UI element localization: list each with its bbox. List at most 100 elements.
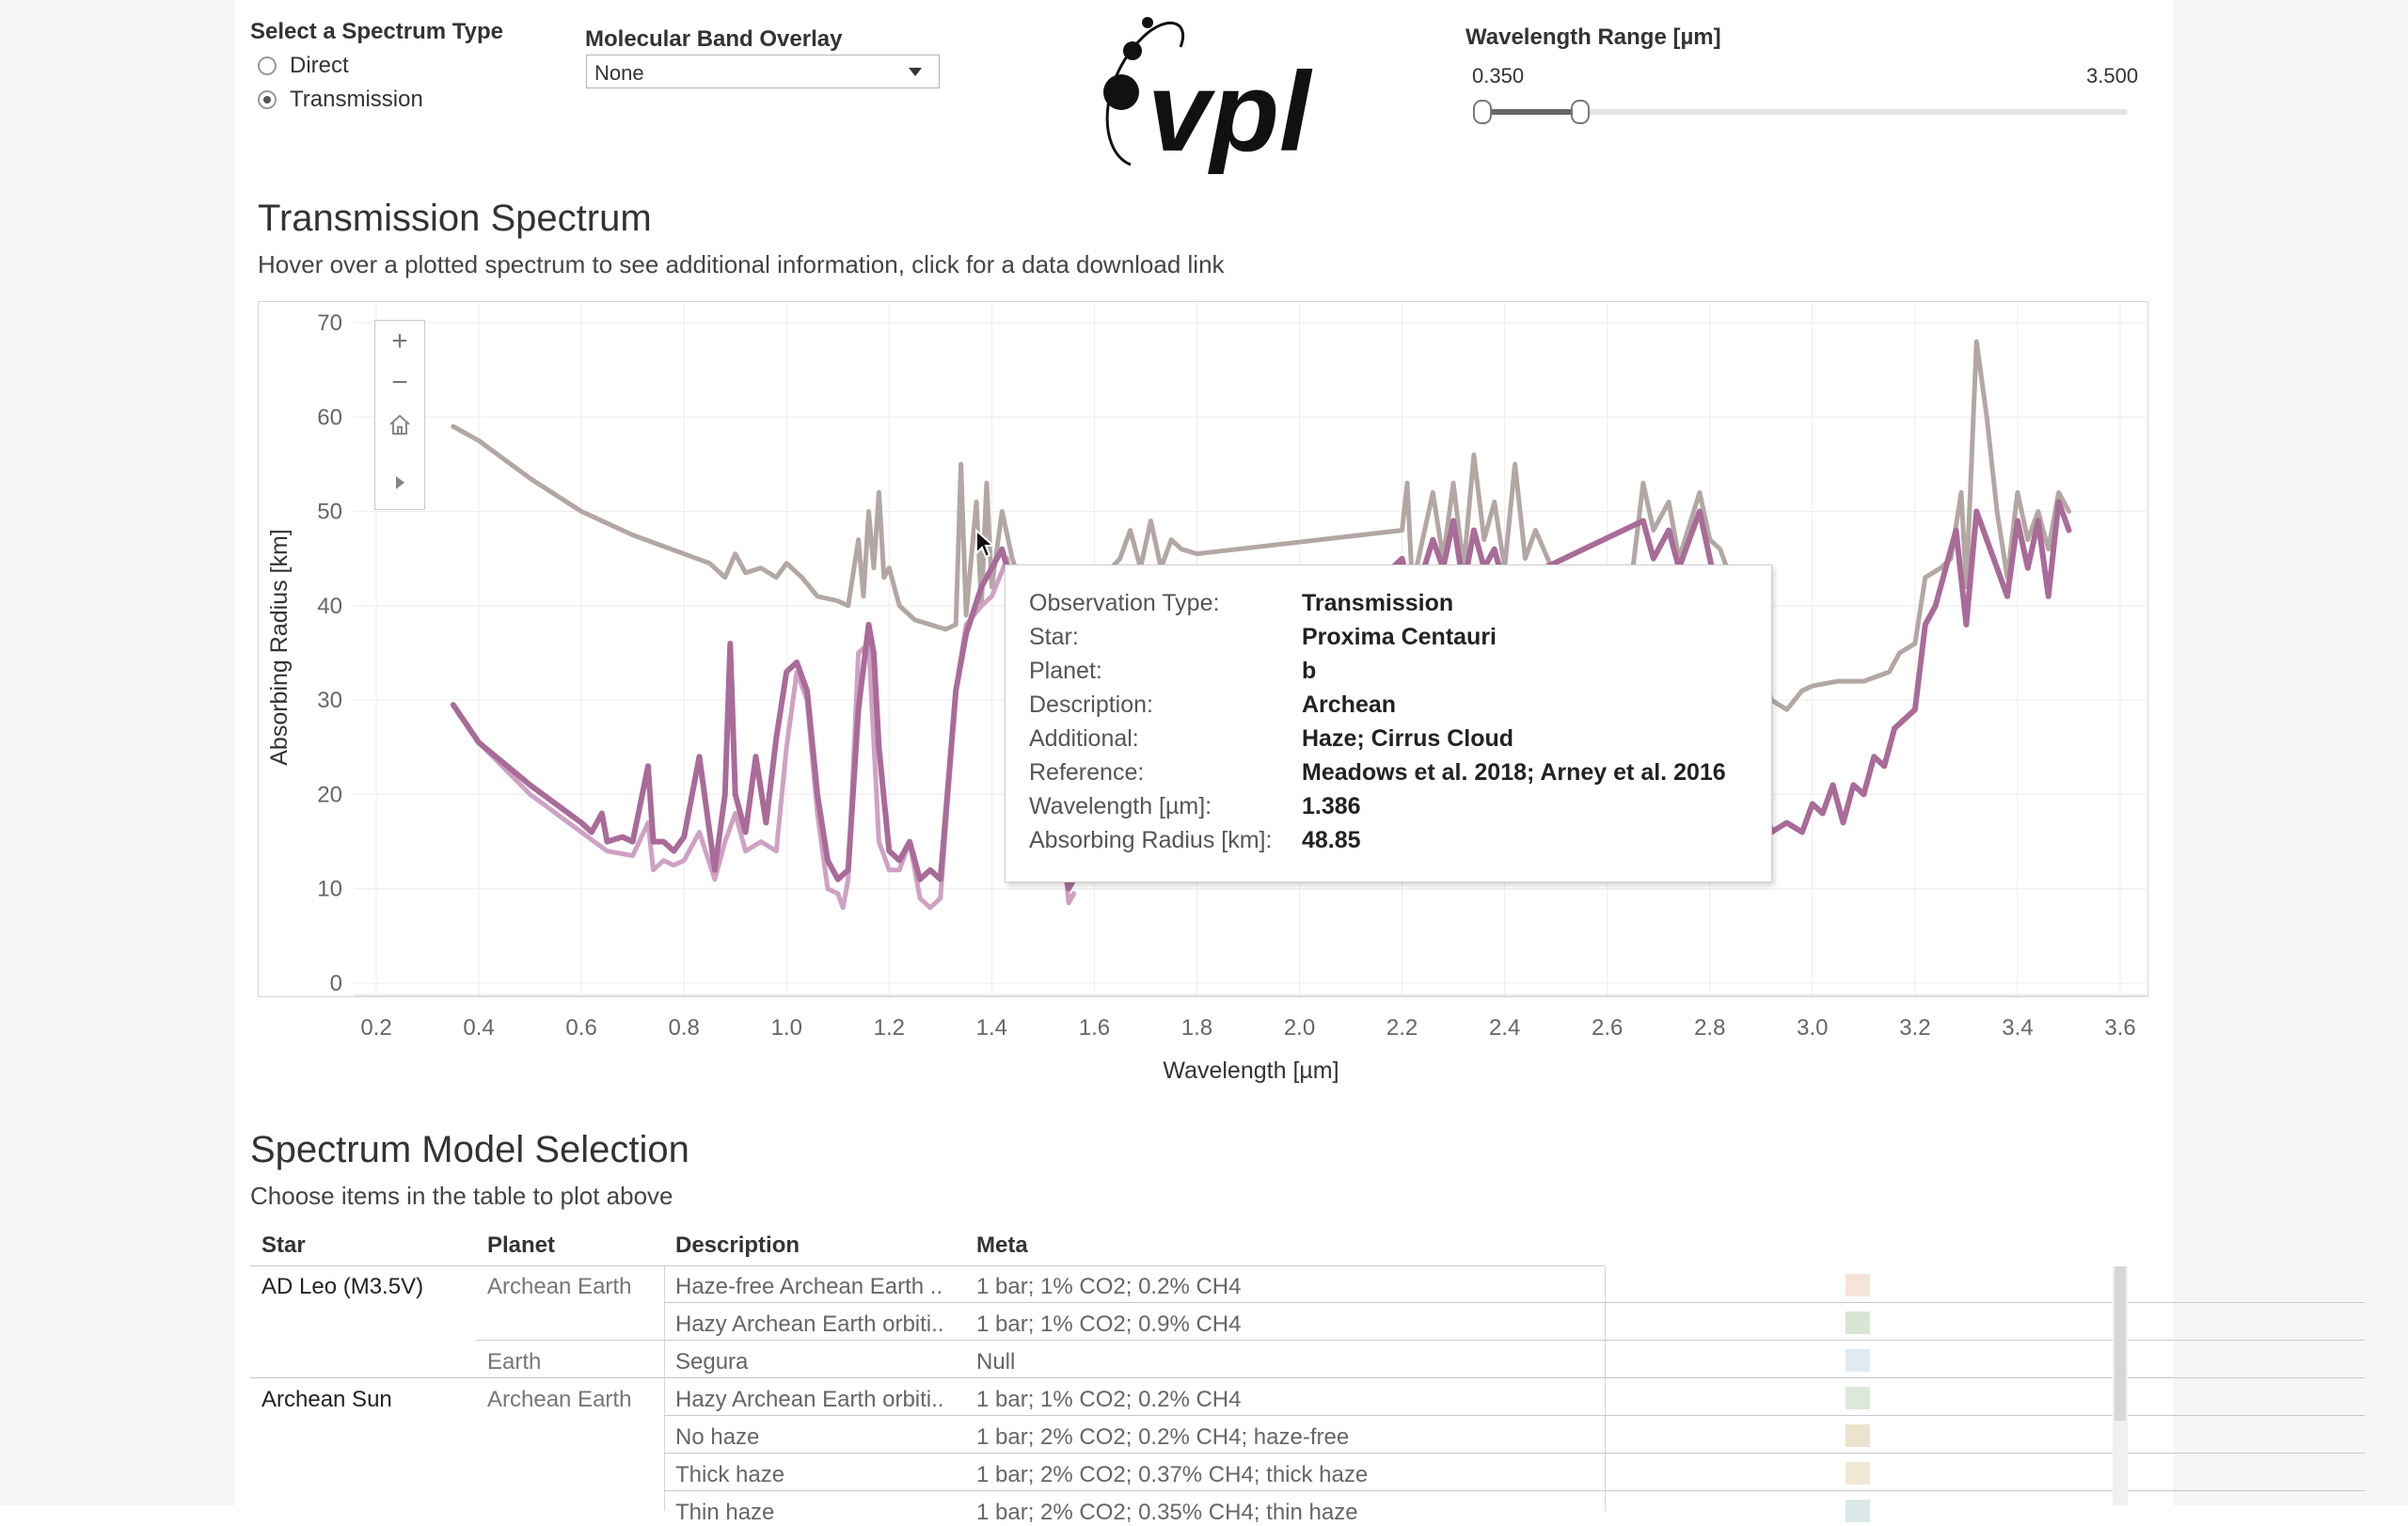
color-swatch[interactable] <box>1846 1424 1870 1447</box>
spectrum-line-0[interactable] <box>451 339 2071 712</box>
tooltip-key: Observation Type: <box>1029 590 1220 616</box>
tooltip-key: Wavelength [µm]: <box>1029 793 1212 819</box>
tooltip-row: Reference: Meadows et al. 2018; Arney et … <box>1029 759 1771 793</box>
radio-direct-label: Direct <box>290 53 349 78</box>
table-scrollbar-thumb[interactable] <box>2115 1266 2126 1421</box>
x-tick-label: 2.2 <box>1386 1015 1418 1041</box>
cell-description[interactable]: Thick haze <box>675 1462 785 1487</box>
wavelength-range-label: Wavelength Range [µm] <box>1465 24 1721 50</box>
x-tick-label: 1.4 <box>976 1015 1007 1041</box>
radio-transmission[interactable]: Transmission <box>258 87 423 113</box>
x-tick-label: 2.0 <box>1284 1015 1315 1041</box>
zoom-in-icon[interactable]: + <box>391 326 408 357</box>
dropdown-caret-icon <box>909 68 922 76</box>
row-divider <box>664 1415 2365 1416</box>
color-swatch[interactable] <box>1846 1387 1870 1409</box>
color-swatch[interactable] <box>1846 1274 1870 1296</box>
tooltip-row: Observation Type: Transmission <box>1029 590 1771 624</box>
hover-tooltip: Observation Type: Transmission Star: Proxi… <box>1005 564 1772 882</box>
tooltip-value: Proxima Centauri <box>1302 624 1497 650</box>
x-tick-label: 2.6 <box>1592 1015 1623 1041</box>
x-tick-label: 0.4 <box>463 1015 494 1041</box>
row-divider <box>664 1490 2365 1491</box>
logo-text: vpl <box>1148 49 1313 174</box>
table-title: Spectrum Model Selection <box>250 1129 689 1170</box>
tooltip-value: Haze; Cirrus Cloud <box>1302 725 1514 752</box>
tooltip-value: Meadows et al. 2018; Arney et al. 2016 <box>1302 759 1726 786</box>
band-overlay-select[interactable]: None <box>586 55 940 88</box>
cell-meta[interactable]: 1 bar; 1% CO2; 0.9% CH4 <box>976 1311 1242 1337</box>
cell-star: AD Leo (M3.5V) <box>261 1274 424 1299</box>
col-header-meta[interactable]: Meta <box>976 1232 1028 1258</box>
cell-meta[interactable]: 1 bar; 2% CO2; 0.35% CH4; thin haze <box>976 1500 1358 1525</box>
table-subtitle: Choose items in the table to plot above <box>250 1182 673 1210</box>
cell-description[interactable]: Hazy Archean Earth orbiti.. <box>675 1387 944 1412</box>
tooltip-key: Star: <box>1029 624 1079 650</box>
vpl-logo-graphic: vpl <box>1103 17 1313 175</box>
y-axis-label: Absorbing Radius [km] <box>266 529 293 766</box>
column-divider <box>664 1266 665 1511</box>
x-tick-label: 1.6 <box>1079 1015 1110 1041</box>
tooltip-row: Planet: b <box>1029 658 1771 691</box>
x-tick-label: 2.8 <box>1694 1015 1725 1041</box>
color-swatch[interactable] <box>1846 1462 1870 1485</box>
radio-direct-indicator[interactable] <box>258 56 277 75</box>
cell-meta[interactable]: Null <box>976 1349 1016 1375</box>
x-tick-label: 3.6 <box>2104 1015 2135 1041</box>
color-swatch[interactable] <box>1846 1500 1870 1522</box>
tooltip-row: Description: Archean <box>1029 691 1771 725</box>
row-divider <box>476 1340 2365 1341</box>
range-handle-max[interactable] <box>1571 100 1590 124</box>
chart-title: Transmission Spectrum <box>258 198 652 239</box>
range-max-value: 3.500 <box>2086 64 2139 87</box>
cell-meta[interactable]: 1 bar; 2% CO2; 0.2% CH4; haze-free <box>976 1424 1350 1450</box>
cell-planet: Archean Earth <box>487 1274 632 1299</box>
spectrum-chart-frame <box>258 301 2148 997</box>
x-axis-label: Wavelength [µm] <box>1163 1057 1339 1084</box>
column-divider <box>1605 1266 1606 1511</box>
y-tick-label: 0 <box>330 971 342 996</box>
x-tick-label: 3.4 <box>2002 1015 2033 1041</box>
home-icon[interactable] <box>375 404 424 445</box>
col-header-planet[interactable]: Planet <box>487 1232 556 1258</box>
x-tick-label: 2.4 <box>1489 1015 1520 1041</box>
tooltip-row: Star: Proxima Centauri <box>1029 624 1771 658</box>
radio-direct[interactable]: Direct <box>258 53 349 79</box>
band-overlay-label: Molecular Band Overlay <box>585 26 843 52</box>
cell-description[interactable]: No haze <box>675 1424 760 1450</box>
cell-description[interactable]: Hazy Archean Earth orbiti.. <box>675 1311 944 1337</box>
spectrum-line-1[interactable] <box>451 556 1077 911</box>
cell-planet: Archean Earth <box>487 1387 632 1412</box>
y-tick-label: 30 <box>317 688 342 713</box>
pan-arrow-icon[interactable] <box>375 462 424 503</box>
tooltip-row: Additional: Haze; Cirrus Cloud <box>1029 725 1771 759</box>
page-margin-right <box>2173 0 2408 1505</box>
tooltip-key: Additional: <box>1029 725 1139 752</box>
band-overlay-value: None <box>594 61 644 85</box>
cell-meta[interactable]: 1 bar; 1% CO2; 0.2% CH4 <box>976 1274 1242 1299</box>
y-tick-label: 60 <box>317 405 342 430</box>
tooltip-key: Reference: <box>1029 759 1145 786</box>
range-min-value: 0.350 <box>1472 64 1525 87</box>
cell-description[interactable]: Thin haze <box>675 1500 775 1525</box>
col-header-description[interactable]: Description <box>675 1232 800 1258</box>
x-tick-label: 1.2 <box>874 1015 905 1041</box>
header-divider <box>250 1265 1605 1266</box>
tooltip-row: Wavelength [µm]: 1.386 <box>1029 793 1771 827</box>
zoom-out-icon[interactable]: − <box>391 367 408 398</box>
cell-meta[interactable]: 1 bar; 1% CO2; 0.2% CH4 <box>976 1387 1242 1412</box>
x-tick-label: 0.6 <box>565 1015 596 1041</box>
color-swatch[interactable] <box>1846 1311 1870 1334</box>
chart-ticks: 0.2 0.4 0.6 0.8 1.0 1.2 1.4 1.6 1.8 2.0 2.2 2.4 2.6 2… <box>317 310 2135 1041</box>
range-handle-min[interactable] <box>1473 100 1492 124</box>
range-slider-track[interactable] <box>1482 109 2128 115</box>
radio-transmission-indicator[interactable] <box>258 90 277 109</box>
col-header-star[interactable]: Star <box>261 1232 306 1258</box>
cell-meta[interactable]: 1 bar; 2% CO2; 0.37% CH4; thick haze <box>976 1462 1369 1487</box>
row-divider <box>664 1302 2365 1303</box>
cell-description[interactable]: Haze-free Archean Earth .. <box>675 1274 943 1299</box>
color-swatch[interactable] <box>1846 1349 1870 1372</box>
row-divider <box>250 1377 2365 1378</box>
cell-description[interactable]: Segura <box>675 1349 749 1375</box>
tooltip-value: 48.85 <box>1302 827 1361 853</box>
